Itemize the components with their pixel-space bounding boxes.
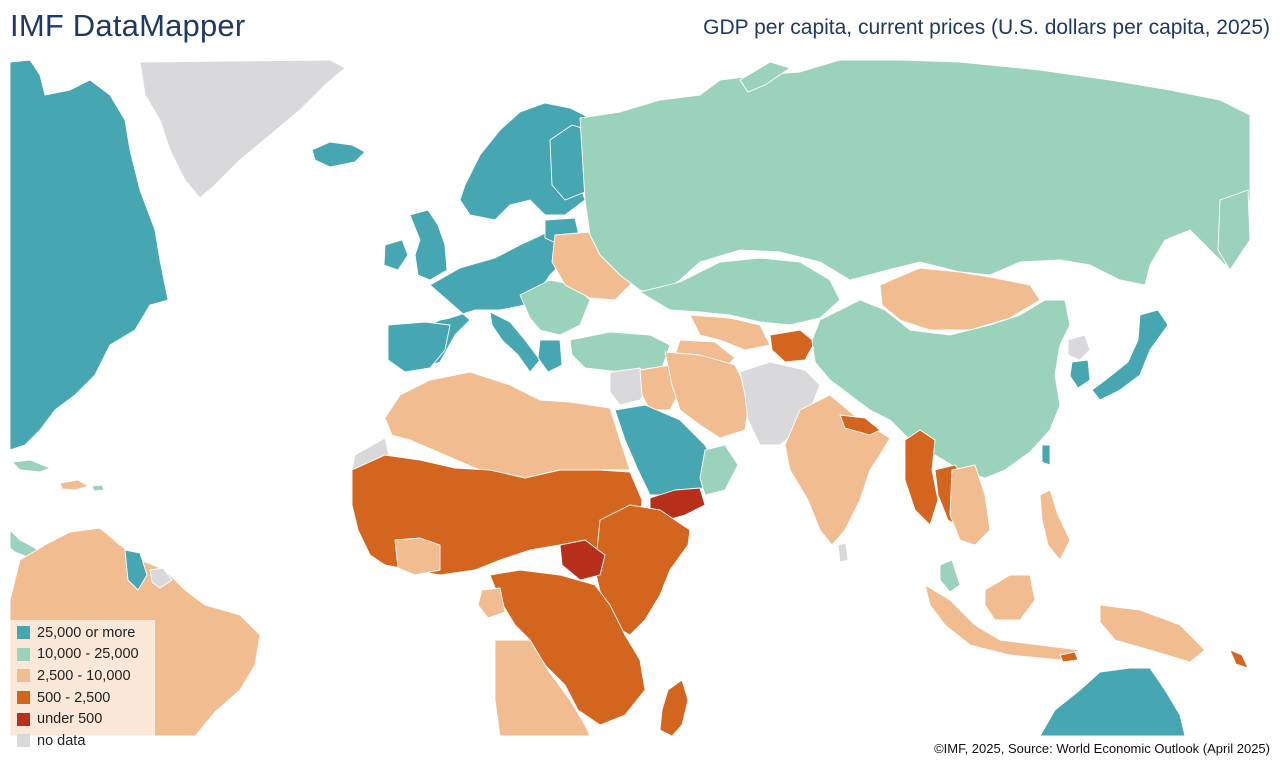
region-south-korea[interactable] bbox=[1069, 359, 1091, 389]
legend-label: 10,000 - 25,000 bbox=[37, 646, 139, 663]
region-myanmar[interactable] bbox=[904, 429, 939, 526]
legend-item[interactable]: 2,500 - 10,000 bbox=[10, 665, 155, 687]
region-north-america[interactable] bbox=[10, 59, 169, 451]
region-india[interactable] bbox=[784, 394, 891, 546]
region-kamchatka[interactable] bbox=[1217, 189, 1250, 271]
legend-swatch bbox=[17, 647, 30, 661]
region-gabon[interactable] bbox=[477, 587, 506, 619]
legend-item[interactable]: 500 - 2,500 bbox=[10, 687, 155, 709]
region-southern-africa[interactable] bbox=[494, 639, 591, 736]
region-kyrgyzstan-tajikistan[interactable] bbox=[769, 329, 816, 363]
region-ivory-coast-ghana[interactable] bbox=[394, 537, 441, 576]
region-philippines[interactable] bbox=[1039, 489, 1071, 561]
region-papua-new-guinea[interactable] bbox=[1099, 604, 1206, 663]
map-legend: 25,000 or more 10,000 - 25,000 2,500 - 10,… bbox=[10, 620, 155, 756]
map-title: GDP per capita, current prices (U.S. dol… bbox=[703, 16, 1270, 39]
region-south-sudan[interactable] bbox=[559, 539, 606, 581]
region-borneo[interactable] bbox=[984, 574, 1036, 621]
legend-swatch bbox=[17, 626, 30, 640]
legend-item[interactable]: 25,000 or more bbox=[10, 622, 155, 644]
legend-label: 500 - 2,500 bbox=[37, 689, 111, 706]
region-taiwan[interactable] bbox=[1041, 444, 1051, 466]
region-iran[interactable] bbox=[664, 351, 751, 439]
region-central-africa[interactable] bbox=[489, 569, 646, 726]
region-madagascar[interactable] bbox=[659, 679, 689, 736]
region-greenland[interactable] bbox=[139, 59, 346, 199]
legend-item[interactable]: no data bbox=[10, 730, 155, 752]
world-map[interactable] bbox=[10, 58, 1250, 736]
region-solomon[interactable] bbox=[1229, 649, 1249, 669]
region-iceland[interactable] bbox=[311, 141, 366, 168]
region-kazakhstan[interactable] bbox=[639, 257, 841, 326]
region-iberia[interactable] bbox=[387, 321, 451, 373]
legend-item[interactable]: 10,000 - 25,000 bbox=[10, 644, 155, 666]
legend-swatch bbox=[17, 691, 30, 705]
legend-swatch bbox=[17, 712, 30, 726]
region-italy[interactable] bbox=[489, 311, 541, 373]
legend-label: 25,000 or more bbox=[37, 624, 136, 641]
region-syria-iraq[interactable] bbox=[609, 367, 651, 406]
choropleth-map[interactable] bbox=[10, 58, 1250, 736]
region-suriname-guiana[interactable] bbox=[149, 567, 173, 589]
region-hispaniola[interactable] bbox=[59, 479, 89, 491]
region-sri-lanka[interactable] bbox=[837, 542, 849, 563]
region-oman[interactable] bbox=[699, 444, 739, 496]
region-china[interactable] bbox=[811, 299, 1071, 479]
region-australia[interactable] bbox=[1039, 667, 1186, 736]
region-guyana[interactable] bbox=[124, 549, 148, 591]
region-ireland[interactable] bbox=[383, 239, 409, 271]
region-greece[interactable] bbox=[537, 339, 563, 373]
region-north-africa[interactable] bbox=[384, 371, 631, 479]
region-timor[interactable] bbox=[1059, 651, 1079, 663]
app-title: IMF DataMapper bbox=[10, 8, 246, 43]
region-uk[interactable] bbox=[409, 209, 448, 281]
region-uzbekistan[interactable] bbox=[689, 314, 771, 351]
legend-label: under 500 bbox=[37, 711, 103, 728]
region-russia[interactable] bbox=[579, 59, 1250, 296]
region-mongolia[interactable] bbox=[879, 267, 1041, 331]
region-novaya-zemlya[interactable] bbox=[739, 61, 791, 93]
legend-label: no data bbox=[37, 732, 86, 749]
legend-item[interactable]: under 500 bbox=[10, 708, 155, 730]
region-thailand-vietnam[interactable] bbox=[949, 464, 991, 546]
region-malaysia[interactable] bbox=[939, 559, 961, 593]
region-puerto-rico[interactable] bbox=[91, 484, 105, 492]
legend-label: 2,500 - 10,000 bbox=[37, 667, 131, 684]
source-note: ©IMF, 2025, Source: World Economic Outlo… bbox=[934, 741, 1270, 756]
region-japan[interactable] bbox=[1091, 309, 1169, 401]
region-cuba[interactable] bbox=[11, 459, 51, 473]
region-nepal[interactable] bbox=[839, 414, 881, 436]
region-eastern-europe[interactable] bbox=[519, 279, 591, 336]
legend-swatch bbox=[17, 734, 30, 748]
region-north-korea[interactable] bbox=[1067, 334, 1091, 361]
legend-swatch bbox=[17, 669, 30, 683]
region-turkey[interactable] bbox=[569, 331, 671, 373]
